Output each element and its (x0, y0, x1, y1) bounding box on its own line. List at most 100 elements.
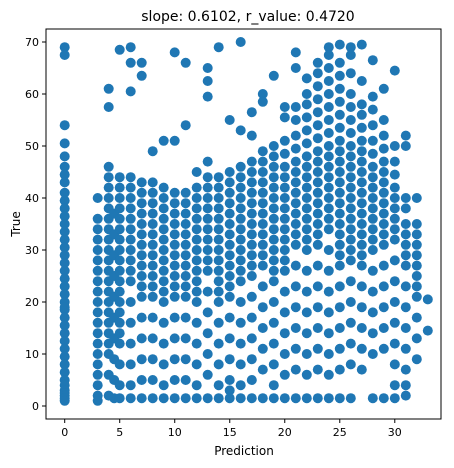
scatter-point (224, 115, 235, 125)
scatter-point (169, 187, 180, 198)
scatter-point (169, 229, 180, 240)
scatter-point (345, 141, 356, 151)
scatter-point (290, 302, 301, 313)
scatter-point (400, 219, 411, 229)
scatter-point (389, 224, 400, 235)
scatter-point (389, 169, 400, 180)
scatter-point (301, 265, 312, 276)
scatter-point (158, 224, 169, 235)
scatter-point (158, 182, 169, 193)
scatter-point (202, 286, 213, 297)
scatter-point (213, 224, 224, 235)
scatter-point (158, 359, 169, 370)
scatter-point (257, 260, 268, 271)
scatter-point (257, 229, 268, 240)
scatter-point (268, 151, 279, 162)
scatter-point (202, 182, 213, 193)
scatter-point (169, 333, 180, 344)
scatter-point (125, 297, 136, 307)
scatter-point (158, 297, 169, 307)
scatter-point (268, 276, 279, 287)
scatter-point (257, 323, 268, 333)
scatter-point (356, 281, 367, 292)
scatter-point (367, 104, 378, 115)
scatter-point (323, 245, 334, 255)
scatter-point (312, 198, 323, 209)
scatter-point (312, 57, 323, 68)
scatter-point (59, 203, 70, 214)
scatter-point (268, 359, 279, 370)
scatter-point (268, 380, 279, 391)
scatter-point (334, 198, 345, 209)
scatter-point (92, 349, 103, 359)
scatter-point (268, 161, 279, 172)
scatter-point (169, 393, 180, 404)
scatter-point (400, 390, 411, 401)
scatter-point (257, 219, 268, 229)
scatter-point (411, 291, 422, 302)
scatter-point (114, 307, 125, 318)
scatter-point (92, 193, 103, 203)
scatter-point (213, 182, 224, 193)
scatter-point (147, 229, 158, 240)
scatter-point (169, 198, 180, 209)
scatter-point (92, 369, 103, 380)
scatter-point (356, 260, 367, 271)
scatter-point (213, 338, 224, 349)
scatter-point (345, 276, 356, 287)
scatter-point (268, 255, 279, 266)
scatter-point (312, 156, 323, 167)
scatter-point (301, 138, 312, 149)
scatter-point (125, 380, 136, 391)
scatter-point (235, 393, 246, 404)
scatter-point (59, 226, 70, 237)
scatter-point (378, 260, 389, 271)
scatter-point (235, 297, 246, 307)
y-axis: 0 10 20 30 40 50 60 70 (25, 36, 46, 413)
scatter-point (301, 213, 312, 224)
scatter-point (125, 359, 136, 370)
scatter-point (180, 260, 191, 271)
scatter-point (169, 219, 180, 229)
scatter-point (378, 323, 389, 333)
scatter-point (257, 146, 268, 157)
scatter-point (246, 156, 257, 167)
scatter-point (367, 213, 378, 224)
scatter-point (158, 203, 169, 214)
scatter-point (411, 193, 422, 203)
scatter-point (235, 234, 246, 245)
scatter-point (323, 89, 334, 99)
scatter-point (312, 133, 323, 144)
scatter-point (312, 146, 323, 157)
scatter-point (411, 219, 422, 229)
y-axis-label: True (9, 211, 23, 238)
scatter-point (125, 172, 136, 183)
scatter-point (345, 203, 356, 214)
scatter-point (334, 96, 345, 107)
y-tick-label: 60 (25, 88, 39, 101)
scatter-point (323, 172, 334, 183)
scatter-point (114, 172, 125, 183)
scatter-point (59, 187, 70, 198)
scatter-point (246, 177, 257, 188)
scatter-point (191, 276, 202, 287)
scatter-point (367, 203, 378, 214)
scatter-point (224, 291, 235, 302)
scatter-point (367, 234, 378, 245)
scatter-point (224, 219, 235, 229)
scatter-point (59, 161, 70, 172)
scatter-point (180, 354, 191, 365)
scatter-point (301, 349, 312, 359)
scatter-point (147, 271, 158, 281)
scatter-point (279, 328, 290, 339)
scatter-point (180, 120, 191, 131)
scatter-point (191, 297, 202, 307)
scatter-point (356, 135, 367, 146)
scatter-point (290, 239, 301, 250)
scatter-point (378, 177, 389, 188)
scatter-point (114, 255, 125, 266)
scatter-point (290, 323, 301, 333)
scatter-point (334, 39, 345, 50)
scatter-point (400, 364, 411, 375)
scatter-point (103, 172, 114, 183)
